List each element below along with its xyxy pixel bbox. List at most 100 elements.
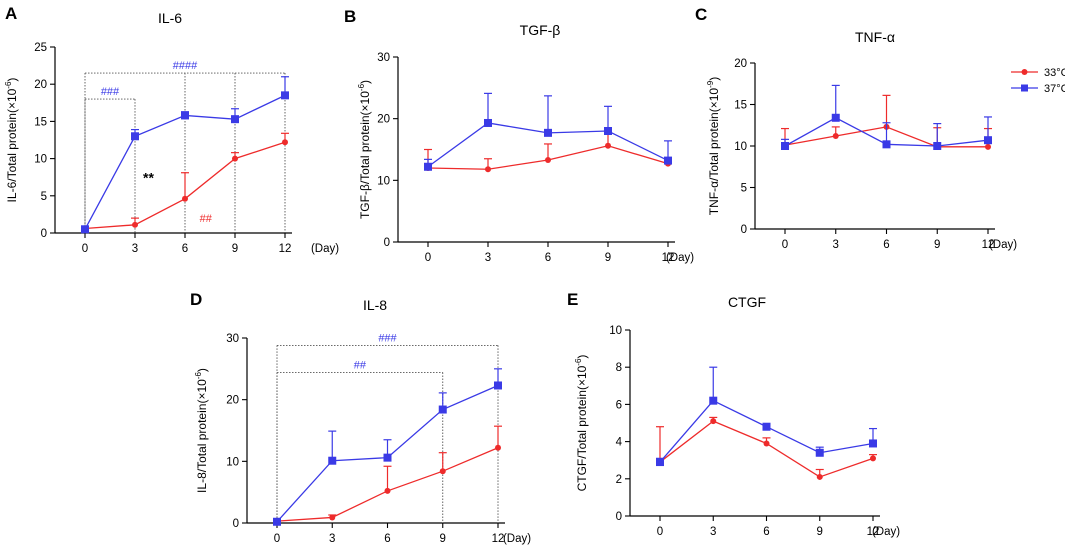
y-axis-label: IL-8/Total protein(×10-6) — [194, 368, 209, 493]
data-point-37C — [882, 140, 891, 149]
x-tick-label: 9 — [440, 533, 446, 545]
data-point-33C — [816, 473, 823, 480]
series-line — [659, 399, 874, 463]
x-tick-label: 6 — [384, 533, 390, 545]
x-tick-label: 6 — [182, 243, 188, 255]
chart-panel-C: C TNF-α 0 5 10 15 20 0 3 6 9 12(Day) TNF-α/Total pro… — [695, 5, 1017, 251]
x-tick-label: 12 — [279, 243, 292, 255]
x-tick-label: 12 — [867, 526, 880, 538]
x-tick-label: 0 — [782, 239, 788, 251]
y-axis-label-main: IL-6/Total protein(×10 — [5, 88, 19, 202]
y-axis-label-main: CTGF/Total protein(×10 — [575, 365, 589, 491]
significance-marker: ### — [378, 332, 397, 344]
y-tick-label: 4 — [616, 437, 623, 449]
x-axis-label: (Day) — [311, 243, 339, 255]
data-point-37C — [494, 381, 502, 390]
x-tick-label: 9 — [605, 252, 611, 264]
data-point-33C — [232, 155, 238, 162]
x-tick-label: 3 — [485, 252, 491, 264]
legend-marker-33 — [1021, 69, 1028, 75]
y-tick-label: 0 — [41, 228, 47, 240]
y-tick-label: 10 — [377, 175, 390, 187]
y-tick-label: 5 — [741, 183, 747, 195]
x-axis-label: (Day) — [872, 526, 900, 538]
x-tick-label: 0 — [274, 533, 280, 545]
y-tick-label: 6 — [616, 399, 622, 411]
data-point-37C — [273, 517, 281, 526]
data-point-33C — [763, 440, 770, 447]
legend-label-33: 33°C — [1044, 67, 1065, 79]
significance-marker: ## — [200, 213, 213, 225]
x-tick-label: 0 — [657, 526, 663, 538]
x-tick-label: 9 — [934, 239, 940, 251]
x-tick-label: 3 — [833, 239, 839, 251]
data-point-37C — [544, 128, 552, 137]
y-tick-label: 2 — [616, 474, 622, 486]
data-point-33C — [485, 166, 491, 173]
significance-marker: ** — [143, 170, 154, 186]
data-point-37C — [81, 225, 89, 234]
x-tick-label: 9 — [232, 243, 238, 255]
data-point-37C — [869, 439, 877, 448]
data-point-37C — [131, 132, 139, 141]
data-point-37C — [762, 422, 771, 431]
y-axis-label: CTGF/Total protein(×10-6) — [574, 355, 589, 492]
y-tick-label: 30 — [377, 52, 390, 64]
x-tick-label: 6 — [883, 239, 889, 251]
y-axis-label-main: TNF-α/Total protein(×10 — [707, 88, 721, 216]
data-point-33C — [605, 142, 611, 149]
chart-panel-B: B TGF-β 0 10 20 30 0 3 6 9 12(Day) TGF-β/Total prot… — [344, 7, 694, 264]
data-point-33C — [384, 487, 391, 494]
data-point-37C — [831, 113, 840, 122]
chart-panel-E: E CTGF 0 2 4 6 8 10 0 3 6 9 12(Day) CTGF/Total protei… — [567, 290, 900, 538]
y-axis-label-exponent: -6 — [4, 81, 13, 89]
data-point-37C — [484, 118, 492, 127]
y-tick-label: 0 — [616, 511, 622, 523]
y-axis-label: TNF-α/Total protein(×10-9) — [706, 77, 721, 215]
chart-panel-A: A IL-6 0 5 10 15 20 25 0 3 6 9 12 (Day) IL-6/Total pro… — [4, 4, 339, 255]
y-tick-label: 10 — [226, 456, 239, 468]
y-axis-label-main: IL-8/Total protein(×10 — [195, 379, 209, 493]
chart-title-C: TNF-α — [855, 29, 895, 45]
y-axis-label-close: ) — [707, 77, 721, 81]
panel-label-D: D — [190, 290, 202, 309]
panel-label-E: E — [567, 290, 578, 309]
x-tick-label: 3 — [710, 526, 716, 538]
series-33C — [424, 131, 672, 173]
x-tick-label: 12 — [982, 239, 995, 251]
x-tick-label: 6 — [545, 252, 551, 264]
y-tick-label: 8 — [616, 362, 622, 374]
chart-title-E: CTGF — [728, 294, 766, 310]
data-point-37C — [664, 156, 672, 165]
y-tick-label: 30 — [226, 333, 239, 345]
y-tick-label: 0 — [741, 224, 747, 236]
data-point-37C — [383, 453, 392, 462]
data-point-33C — [132, 221, 138, 228]
panel-label-C: C — [695, 5, 707, 24]
y-tick-label: 0 — [233, 518, 239, 530]
y-tick-label: 15 — [34, 116, 47, 128]
data-point-37C — [656, 458, 664, 467]
y-axis-label-exponent: -6 — [194, 372, 203, 380]
data-point-37C — [181, 111, 189, 120]
x-axis-label: (Day) — [503, 533, 531, 545]
data-point-37C — [604, 127, 612, 135]
data-point-33C — [495, 444, 501, 451]
data-point-37C — [815, 448, 824, 457]
data-point-33C — [182, 195, 188, 202]
series-37C — [656, 366, 877, 467]
x-tick-label: 12 — [492, 533, 505, 545]
series-37C — [424, 92, 672, 171]
x-axis-label: (Day) — [989, 239, 1017, 251]
x-tick-label: 12 — [662, 252, 675, 264]
x-tick-label: 6 — [763, 526, 769, 538]
x-tick-label: 3 — [132, 243, 138, 255]
data-point-33C — [282, 139, 288, 146]
data-point-33C — [439, 468, 446, 475]
data-point-37C — [984, 136, 992, 145]
data-point-37C — [709, 396, 718, 405]
y-axis-label-close: ) — [358, 80, 372, 84]
significance-marker: ## — [354, 360, 367, 372]
x-axis-label: (Day) — [666, 252, 694, 264]
